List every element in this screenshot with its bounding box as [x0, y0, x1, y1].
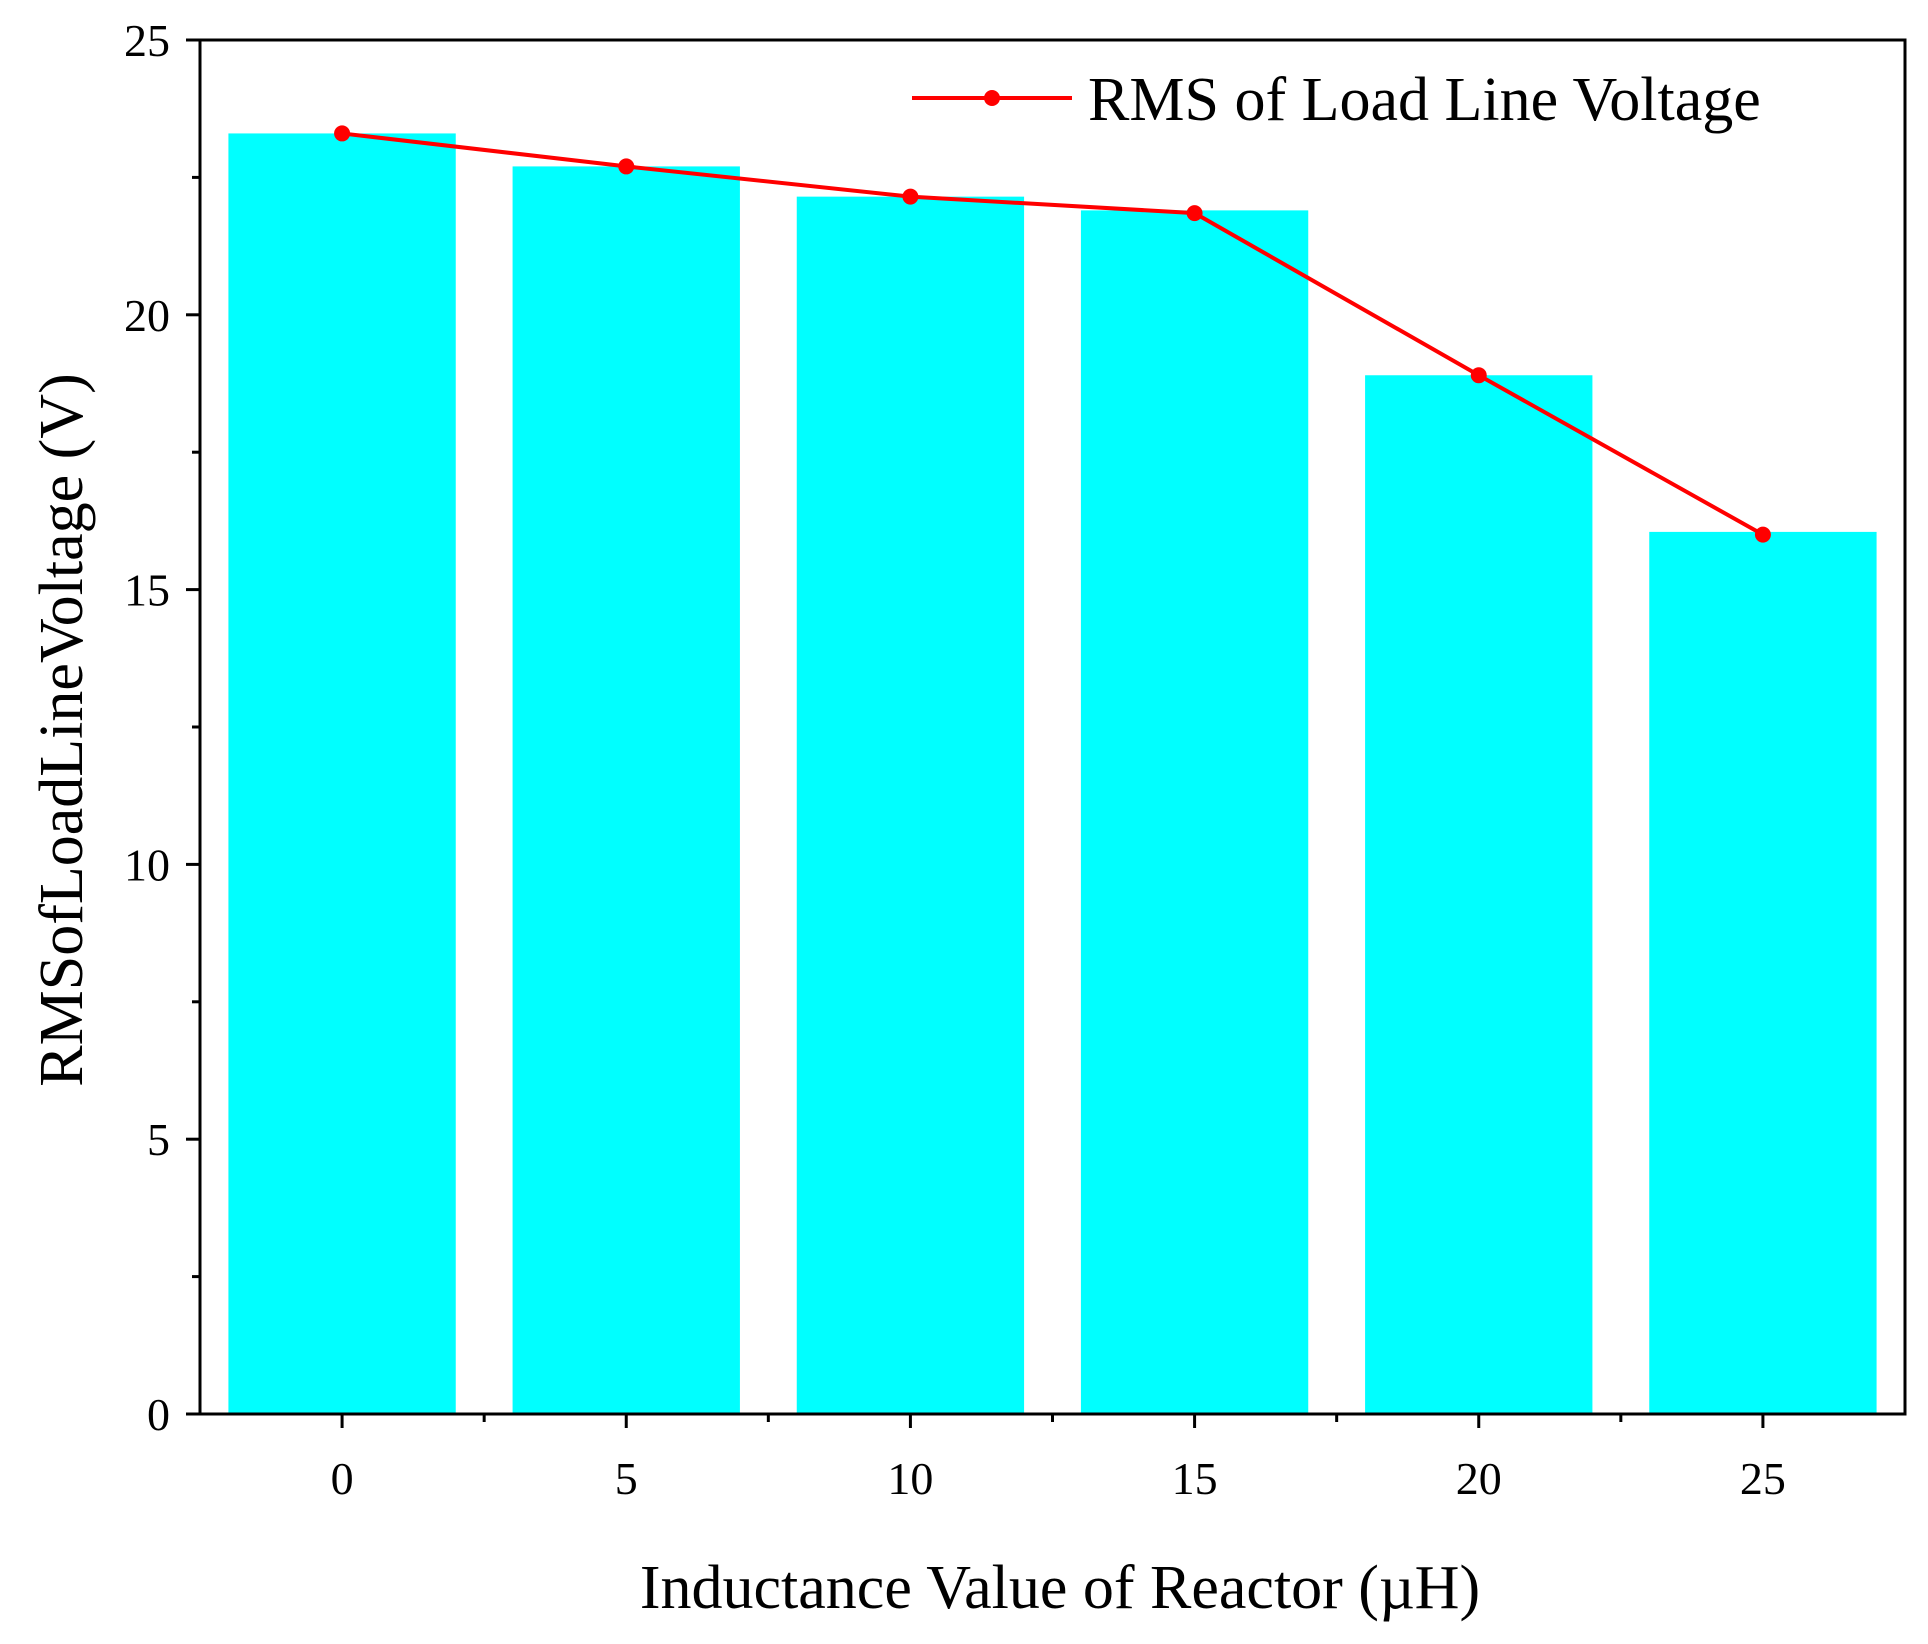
bar-0 — [228, 133, 456, 1414]
y-tick-label: 15 — [124, 565, 170, 616]
y-tick-label: 10 — [124, 839, 170, 890]
y-tick-label: 0 — [147, 1389, 170, 1440]
line-rms-load-voltage — [341, 131, 1764, 537]
bar-25 — [1649, 531, 1877, 1414]
x-tick-label: 20 — [1456, 1453, 1502, 1504]
x-axis-title: Inductance Value of Reactor (µH) — [640, 1554, 1480, 1622]
line-point-0 — [334, 125, 351, 142]
y-tick-label: 20 — [124, 290, 170, 341]
line-point-25 — [1754, 526, 1771, 543]
line-point-20 — [1470, 367, 1487, 384]
x-tick-label: 0 — [331, 1453, 354, 1504]
legend-marker — [984, 90, 1000, 106]
line-point-5 — [618, 158, 635, 175]
y-tick-label: 25 — [124, 15, 170, 66]
axes: 0 5 10 15 20 25 0 5 10 15 20 25 — [124, 15, 1907, 1504]
y-axis-title: RMSofLoadLineVoltage (V) — [28, 373, 96, 1086]
line-point-10 — [902, 188, 919, 205]
x-tick-label: 15 — [1172, 1453, 1218, 1504]
y-tick-label: 5 — [147, 1114, 170, 1165]
legend: RMS of Load Line Voltage — [912, 66, 1761, 134]
bar-15 — [1080, 210, 1309, 1415]
x-tick-label: 10 — [887, 1453, 933, 1504]
x-tick-label: 5 — [615, 1453, 638, 1504]
bar-group — [228, 133, 1877, 1415]
bar-20 — [1365, 375, 1593, 1415]
x-tick-label: 25 — [1740, 1453, 1786, 1504]
line-series — [334, 125, 1771, 543]
bar-10 — [796, 196, 1025, 1415]
bar-5 — [512, 166, 740, 1415]
legend-label: RMS of Load Line Voltage — [1088, 66, 1761, 134]
line-point-15 — [1186, 205, 1203, 222]
